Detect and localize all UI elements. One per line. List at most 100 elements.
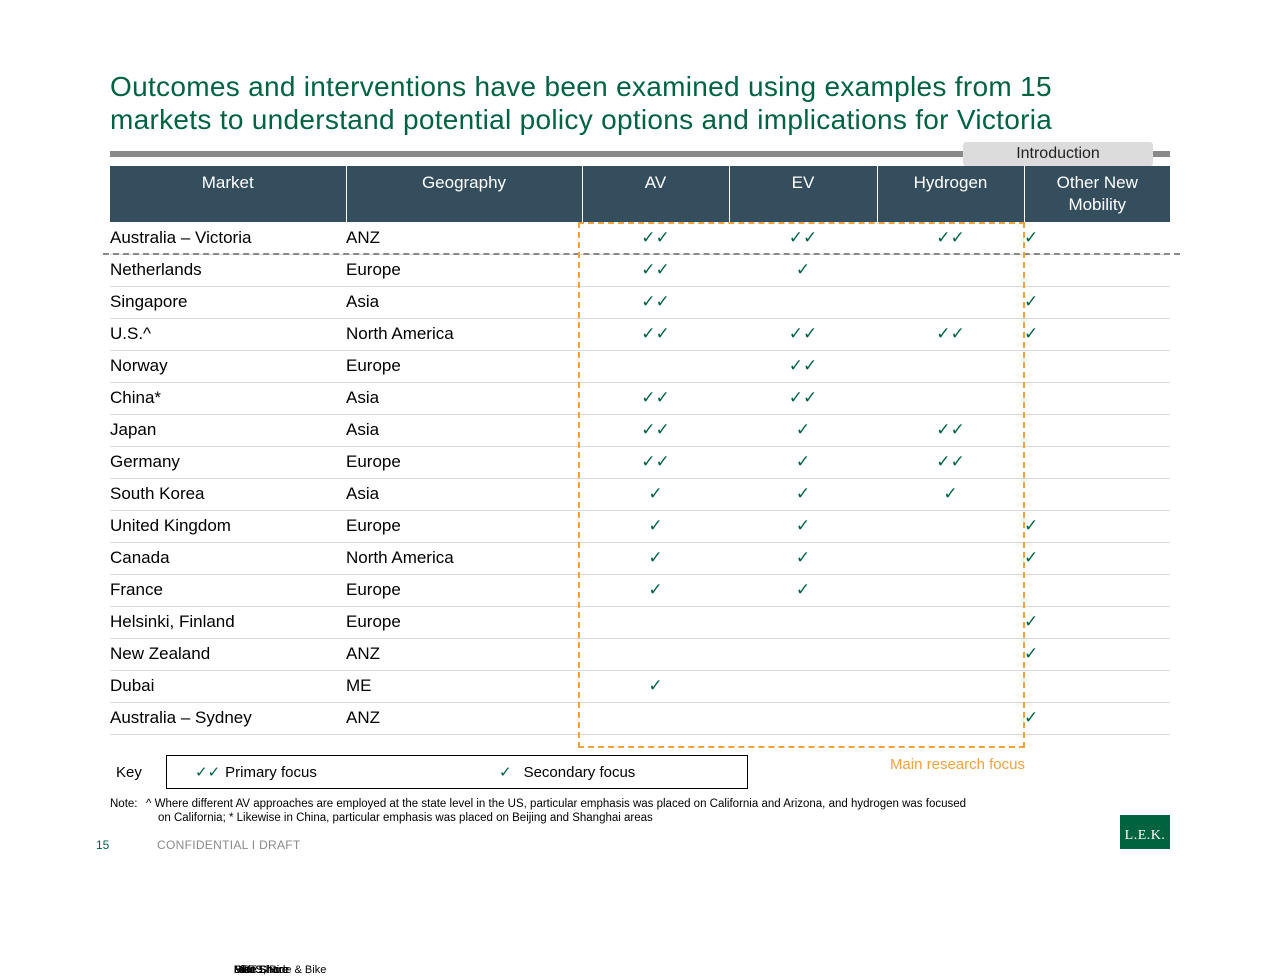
double-check-icon: ✓✓ [195, 764, 221, 781]
geography-cell: ANZ [346, 222, 582, 255]
geography-cell: North America [346, 542, 582, 575]
table-row: Netherlands Europe ✓✓ ✓ [110, 254, 1170, 287]
market-cell: Japan [110, 414, 346, 447]
other-new-mobility-cell [1024, 414, 1170, 447]
market-cell: Canada [110, 542, 346, 575]
hydrogen-cell [877, 542, 1024, 575]
ev-cell: ✓ [729, 510, 877, 543]
table-row: Australia – Sydney ANZ ✓ DRT [110, 702, 1170, 976]
check-icon: ✓ [1024, 324, 1039, 343]
geography-cell: Europe [346, 254, 582, 287]
ev-cell: ✓ [729, 478, 877, 511]
key-primary: ✓✓ Primary focus [195, 763, 317, 781]
ev-cell [729, 702, 877, 735]
key-label: Key [116, 764, 142, 781]
market-cell: Australia – Victoria [110, 222, 346, 255]
av-cell: ✓✓ [582, 286, 729, 319]
table-row: South Korea Asia ✓ ✓ ✓ [110, 478, 1170, 511]
market-cell: Germany [110, 446, 346, 479]
key-secondary-label: Secondary focus [523, 764, 636, 781]
header-geography: Geography [346, 166, 583, 222]
geography-cell: Asia [346, 382, 582, 415]
table-body: Australia – Victoria ANZ ✓✓ ✓✓ ✓✓ ✓ Netherland… [110, 222, 1170, 976]
geography-cell: Europe [346, 574, 582, 607]
av-cell [582, 606, 729, 639]
other-new-mobility-cell [1024, 574, 1170, 607]
other-new-mobility-cell: ✓ Bike Share [234, 286, 1170, 976]
other-new-mobility-cell [1024, 350, 1170, 383]
market-cell: United Kingdom [110, 510, 346, 543]
av-cell: ✓ [582, 670, 729, 703]
check-icon: ✓ [1024, 612, 1039, 631]
ev-cell: ✓✓ [729, 350, 877, 383]
ev-cell: ✓ [729, 254, 877, 287]
geography-cell: ME [346, 670, 582, 703]
ev-cell [729, 286, 877, 319]
hydrogen-cell [877, 574, 1024, 607]
slide-title-line-1: Outcomes and interventions have been exa… [110, 71, 1052, 102]
ev-cell: ✓ [729, 574, 877, 607]
lek-logo: L.E.K. [1120, 815, 1170, 849]
hydrogen-cell: ✓✓ [877, 318, 1024, 351]
table-row: China* Asia ✓✓ ✓✓ [110, 382, 1170, 415]
geography-cell: Europe [346, 446, 582, 479]
av-cell: ✓✓ [582, 318, 729, 351]
check-icon: ✓ [1024, 227, 1039, 247]
av-cell: ✓✓ [582, 414, 729, 447]
geography-cell: North America [346, 318, 582, 351]
market-cell: Norway [110, 350, 346, 383]
check-icon: ✓ [1024, 708, 1039, 727]
table-row: Japan Asia ✓✓ ✓ ✓✓ [110, 414, 1170, 447]
hydrogen-cell: ✓ [877, 478, 1024, 511]
market-cell: U.S.^ [110, 318, 346, 351]
ev-cell [729, 670, 877, 703]
table-row: Germany Europe ✓✓ ✓ ✓✓ [110, 446, 1170, 479]
av-cell: ✓✓ [582, 222, 729, 255]
geography-cell: Asia [346, 414, 582, 447]
slide-title-line-2: markets to understand potential policy o… [110, 104, 1053, 135]
hydrogen-cell: ✓✓ [877, 446, 1024, 479]
check-icon: ✓ [1024, 548, 1039, 567]
footnote-line-1: ^ Where different AV approaches are empl… [146, 798, 967, 810]
markets-table: Market Geography AV EV Hydrogen Other Ne… [110, 166, 1170, 976]
other-new-mobility-cell: ✓ Ride Share [234, 318, 1170, 976]
av-cell: ✓ [582, 510, 729, 543]
table-row: Norway Europe ✓✓ [110, 350, 1170, 383]
av-cell [582, 638, 729, 671]
hydrogen-cell [877, 254, 1024, 287]
market-cell: France [110, 574, 346, 607]
table-row: U.S.^ North America ✓✓ ✓✓ ✓✓ ✓ Ride Share [110, 318, 1170, 976]
ev-cell [729, 638, 877, 671]
av-cell: ✓ [582, 574, 729, 607]
market-cell: Dubai [110, 670, 346, 703]
av-cell [582, 350, 729, 383]
av-cell: ✓✓ [582, 446, 729, 479]
geography-cell: ANZ [346, 702, 582, 735]
other-new-mobility-cell [1024, 382, 1170, 415]
hydrogen-cell [877, 286, 1024, 319]
key-primary-label: Primary focus [225, 764, 317, 781]
table-row: Canada North America ✓ ✓ ✓ Ride Share [110, 542, 1170, 976]
key-secondary: ✓ Secondary focus [499, 763, 635, 781]
header-other-new-mobility: Other New Mobility [1024, 166, 1170, 222]
ev-cell: ✓✓ [729, 382, 877, 415]
footnote: Note: ^ Where different AV approaches are… [110, 797, 1110, 825]
hydrogen-cell: ✓✓ [877, 222, 1024, 255]
table-row: Dubai ME ✓ [110, 670, 1170, 703]
geography-cell: Europe [346, 606, 582, 639]
header-av: AV [582, 166, 730, 222]
av-cell: ✓✓ [582, 254, 729, 287]
ev-cell: ✓✓ [729, 318, 877, 351]
other-new-mobility-cell: ✓ MaaS [234, 606, 1170, 976]
geography-cell: Europe [346, 350, 582, 383]
geography-cell: ANZ [346, 638, 582, 671]
other-new-mobility-cell [1024, 254, 1170, 287]
market-cell: South Korea [110, 478, 346, 511]
check-icon: ✓ [1024, 292, 1039, 311]
hydrogen-cell: ✓✓ [877, 414, 1024, 447]
other-new-mobility-cell: ✓ MaaS, Ride & Bike [234, 510, 1170, 976]
confidential-draft-label: CONFIDENTIAL I DRAFT [157, 838, 301, 852]
check-icon: ✓ [1024, 516, 1039, 535]
header-market: Market [110, 166, 347, 222]
main-research-focus-box [578, 222, 1025, 748]
